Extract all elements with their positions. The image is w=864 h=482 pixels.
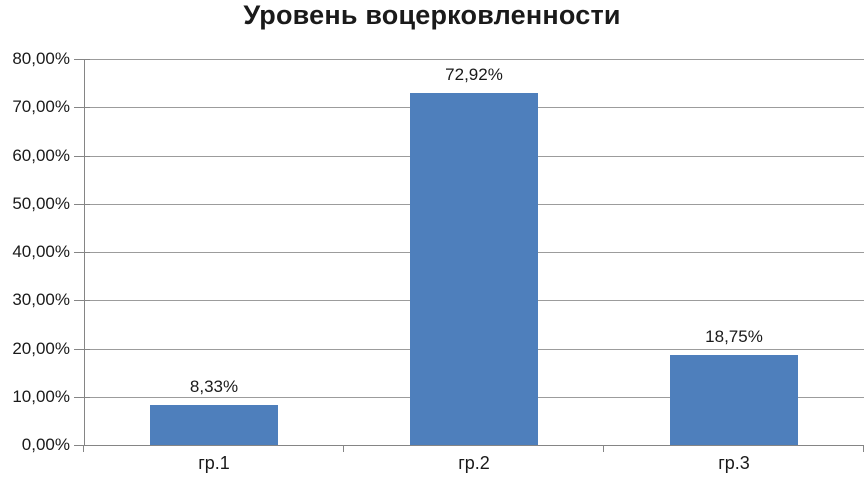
- y-axis-tick: [74, 445, 90, 446]
- y-axis-label: 40,00%: [12, 242, 70, 261]
- y-axis-label: 30,00%: [12, 290, 70, 310]
- chart-title: Уровень воцерковленности: [243, 0, 621, 30]
- y-axis-label: 0,00%: [21, 435, 70, 454]
- y-axis-label: 60,00%: [12, 145, 70, 165]
- y-axis-tick: [74, 252, 90, 253]
- bar: [410, 93, 538, 445]
- y-axis-tick: [74, 203, 90, 205]
- x-axis-tick: [343, 445, 344, 452]
- y-axis-tick: [74, 107, 90, 109]
- y-axis-tick: [74, 155, 90, 157]
- x-axis-tick: [83, 445, 84, 452]
- y-axis-tick: [74, 59, 90, 60]
- y-axis-label: 50,00%: [12, 193, 70, 213]
- x-axis-label: гр.3: [718, 453, 750, 473]
- bar: [150, 404, 278, 445]
- gridline: [84, 59, 864, 60]
- y-axis-tick: [74, 300, 90, 302]
- y-axis-tick: [74, 348, 90, 350]
- bar-value-label: 18,75%: [705, 326, 763, 346]
- bar-value-label: 72,92%: [445, 65, 503, 85]
- bar: [670, 354, 798, 445]
- plot-area: 8,33% 72,92% 18,75%: [84, 59, 864, 445]
- y-axis-label: 10,00%: [12, 386, 70, 406]
- y-axis-label: 20,00%: [12, 338, 70, 358]
- y-axis-label: 80,00%: [12, 49, 70, 68]
- y-axis-tick: [74, 396, 90, 398]
- x-axis-line: [84, 445, 864, 446]
- y-axis-label: 70,00%: [12, 97, 70, 117]
- x-axis-tick: [603, 445, 604, 452]
- x-axis-label: гр.2: [458, 453, 490, 473]
- bar-value-label: 8,33%: [189, 376, 239, 396]
- x-axis-label: гр.1: [198, 453, 230, 473]
